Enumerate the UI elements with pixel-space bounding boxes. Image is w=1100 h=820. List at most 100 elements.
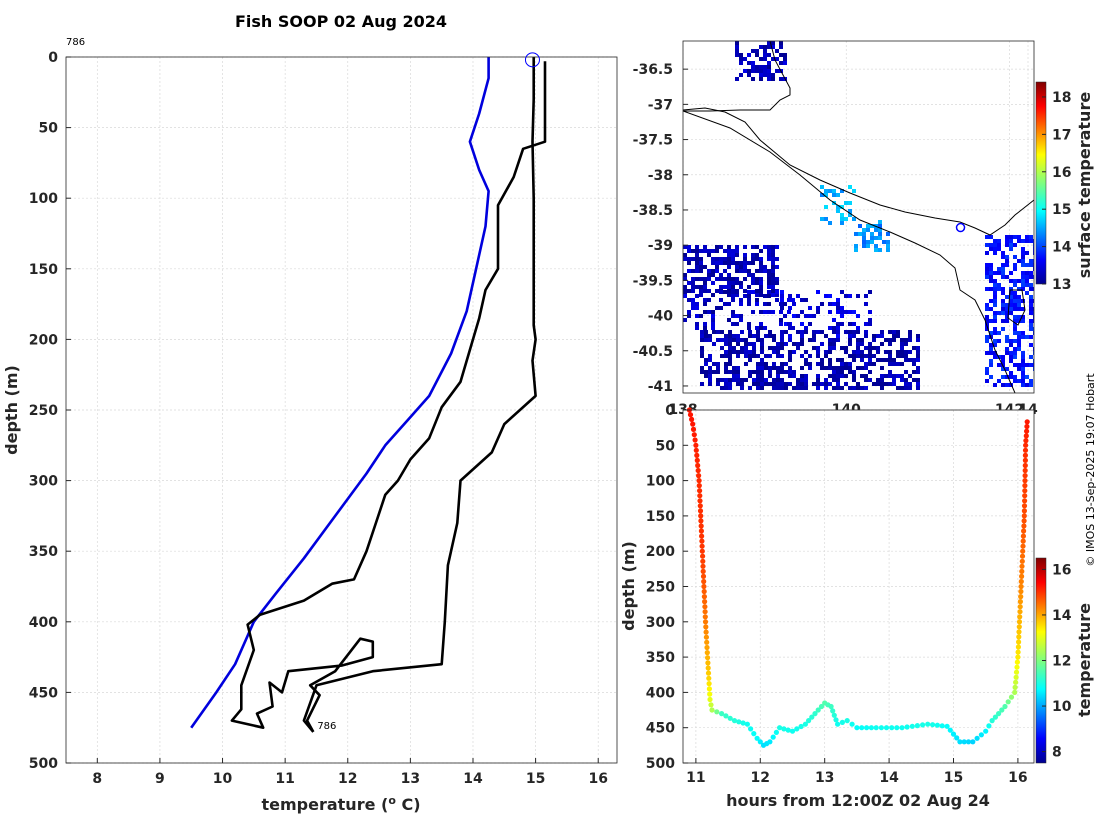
sst-cell bbox=[832, 378, 836, 382]
track-point bbox=[1023, 433, 1029, 439]
sst-cell bbox=[1033, 367, 1034, 371]
sst-cell bbox=[779, 53, 783, 57]
sst-cell bbox=[824, 217, 828, 221]
left-y-tick-label: 500 bbox=[29, 756, 58, 772]
sst-cell bbox=[1009, 299, 1013, 303]
sst-cell bbox=[864, 362, 868, 366]
sst-cell bbox=[852, 217, 856, 221]
sst-cell bbox=[1017, 343, 1021, 347]
sst-cell bbox=[724, 378, 728, 382]
sst-cell bbox=[763, 310, 767, 314]
sst-cell bbox=[788, 306, 792, 310]
sst-cell bbox=[1021, 379, 1025, 383]
track-point bbox=[697, 493, 703, 499]
sst-cell bbox=[708, 354, 712, 358]
sst-cell bbox=[989, 287, 993, 291]
track-point bbox=[723, 713, 729, 719]
sst-cell bbox=[780, 366, 784, 370]
sst-cell bbox=[768, 334, 772, 338]
sst-cell bbox=[1033, 363, 1034, 367]
sst-cell bbox=[1033, 239, 1034, 243]
track-point bbox=[694, 452, 700, 458]
sst-cell bbox=[816, 350, 820, 354]
sst-cell bbox=[864, 366, 868, 370]
sst-cell bbox=[731, 310, 735, 314]
sst-cell bbox=[776, 354, 780, 358]
sst-cell bbox=[767, 41, 771, 45]
track-point bbox=[925, 721, 931, 727]
sst-cell bbox=[744, 378, 748, 382]
sst-cell bbox=[856, 338, 860, 342]
sst-cell bbox=[711, 273, 715, 277]
sst-cell bbox=[997, 339, 1001, 343]
track-y-tick-label: 500 bbox=[646, 756, 675, 772]
sst-cell bbox=[704, 370, 708, 374]
sst-cell bbox=[1017, 303, 1021, 307]
sst-cell bbox=[788, 294, 792, 298]
sst-cell bbox=[772, 350, 776, 354]
sst-cell bbox=[836, 386, 840, 390]
sst-cell bbox=[844, 201, 848, 205]
sst-cell bbox=[1009, 279, 1013, 283]
track-point bbox=[1005, 699, 1011, 705]
track-point bbox=[1018, 578, 1024, 585]
track-x-tick-label: 13 bbox=[815, 770, 834, 786]
sst-cell bbox=[779, 318, 783, 322]
sst-cell bbox=[804, 362, 808, 366]
sst-cell bbox=[764, 362, 768, 366]
sst-cell bbox=[1025, 335, 1029, 339]
sst-cell bbox=[715, 261, 719, 265]
surface-marker bbox=[524, 52, 540, 68]
track-point bbox=[1022, 452, 1028, 458]
sst-cell bbox=[870, 236, 874, 240]
sst-cell bbox=[886, 232, 890, 236]
sst-cell bbox=[808, 362, 812, 366]
sst-cell bbox=[695, 294, 699, 298]
sst-cell bbox=[751, 277, 755, 281]
track-x-tick-label: 15 bbox=[944, 770, 963, 786]
sst-cell bbox=[1017, 279, 1021, 283]
track-point bbox=[702, 599, 708, 605]
sst-cell bbox=[736, 378, 740, 382]
sst-cell bbox=[854, 248, 858, 252]
sst-cell bbox=[1009, 243, 1013, 247]
profile-end-label: 786 bbox=[317, 721, 336, 732]
track-point bbox=[1022, 457, 1028, 463]
sst-cell bbox=[739, 285, 743, 289]
sst-cell bbox=[848, 213, 852, 217]
sst-cell bbox=[904, 358, 908, 362]
sst-cell bbox=[832, 326, 836, 330]
sst-cell bbox=[886, 240, 890, 244]
sst-cell bbox=[708, 358, 712, 362]
location-marker bbox=[955, 222, 966, 233]
sst-cell bbox=[880, 334, 884, 338]
sst-cells bbox=[683, 41, 1034, 390]
sst-cell bbox=[892, 330, 896, 334]
sst-cell bbox=[908, 382, 912, 386]
sst-cell bbox=[780, 386, 784, 390]
sst-cell bbox=[844, 294, 848, 298]
left-x-tick-label: 11 bbox=[275, 771, 294, 787]
sst-cell bbox=[993, 287, 997, 291]
sst-cell bbox=[760, 366, 764, 370]
sst-cell bbox=[858, 224, 862, 228]
sst-cell bbox=[699, 289, 703, 293]
sst-cell bbox=[756, 378, 760, 382]
sst-cell bbox=[1013, 295, 1017, 299]
sst-cell bbox=[993, 355, 997, 359]
sst-cell bbox=[743, 245, 747, 249]
track-point bbox=[748, 726, 754, 732]
sst-cell bbox=[1001, 255, 1005, 259]
sst-cell bbox=[767, 277, 771, 281]
sst-cell bbox=[836, 370, 840, 374]
sst-cell bbox=[735, 77, 739, 81]
sst-cell bbox=[735, 245, 739, 249]
sst-cell bbox=[752, 350, 756, 354]
sst-cell bbox=[728, 342, 732, 346]
sst-cell bbox=[880, 358, 884, 362]
sst-cell bbox=[703, 302, 707, 306]
sst-cell bbox=[993, 311, 997, 315]
left-y-tick-label: 450 bbox=[29, 685, 58, 701]
sst-cell bbox=[791, 298, 795, 302]
track-point bbox=[1014, 664, 1020, 670]
